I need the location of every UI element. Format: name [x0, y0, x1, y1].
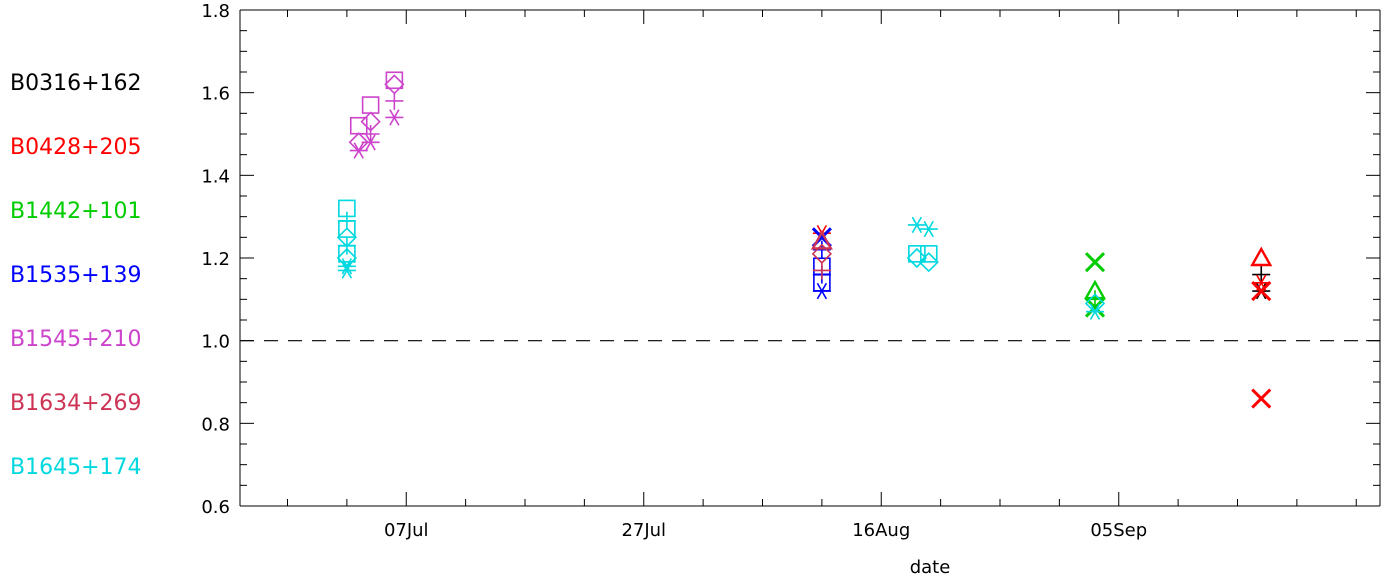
data-point — [1251, 388, 1272, 409]
data-point — [385, 91, 404, 110]
legend-entry: B1535+139 — [10, 263, 142, 288]
data-point — [361, 96, 380, 114]
asterisk-arm — [911, 216, 923, 234]
triangle-mark — [1250, 246, 1273, 267]
square-mark — [361, 96, 380, 114]
legend-entry: B1545+210 — [10, 327, 142, 352]
data-point — [349, 116, 368, 135]
data-point — [812, 282, 831, 300]
diamond-mark — [906, 247, 928, 269]
x-mark-b — [1084, 297, 1106, 318]
data-point — [918, 252, 939, 273]
data-point — [1251, 281, 1272, 302]
data-point — [337, 258, 356, 275]
data-point — [810, 230, 833, 250]
square-mark — [349, 116, 368, 135]
plot-marks — [336, 71, 1273, 409]
asterisk-arm — [389, 109, 400, 126]
data-point — [360, 111, 381, 132]
x-mark-b — [1251, 388, 1272, 409]
data-point — [385, 71, 404, 90]
data-point — [908, 245, 926, 263]
square-mark — [338, 245, 356, 263]
asterisk-arm — [365, 134, 376, 151]
square-mark — [908, 245, 926, 263]
asterisk-arm — [923, 220, 934, 238]
data-point — [907, 216, 926, 234]
plot-axes: 0.6 0.8 1.0 1.2 1.4 1.6 1.8 07Jul 27Jul 16Aug 05Se… — [201, 1, 1381, 578]
square-mark — [385, 71, 404, 90]
x-mark-b — [1251, 281, 1272, 302]
diamond-mark — [918, 252, 939, 273]
data-point — [1250, 246, 1273, 267]
x-axis-label: date — [910, 557, 951, 578]
data-point — [361, 134, 380, 151]
data-point — [338, 245, 356, 263]
data-point — [1084, 297, 1106, 318]
y-tick-label: 1.0 — [201, 332, 230, 353]
data-point — [337, 262, 356, 279]
legend-entry: B1645+174 — [10, 455, 142, 480]
data-point — [1086, 290, 1104, 309]
asterisk-arm — [341, 262, 353, 279]
y-tick-label: 1.8 — [201, 1, 230, 22]
data-point — [919, 220, 938, 238]
data-point — [361, 125, 380, 143]
triangle-mark — [810, 230, 833, 250]
x-tick-label: 16Aug — [852, 520, 910, 541]
legend-entry: B1442+101 — [10, 199, 142, 224]
y-tick-label: 1.2 — [201, 249, 230, 270]
y-tick-label: 0.8 — [201, 414, 230, 435]
y-tick-label: 1.4 — [201, 166, 230, 187]
data-point — [1252, 265, 1271, 284]
data-point — [349, 142, 368, 159]
y-tick-label: 1.6 — [201, 84, 230, 105]
data-point — [1084, 252, 1106, 273]
x-mark-b — [1084, 252, 1106, 273]
asterisk-arm — [816, 282, 828, 300]
x-tick-label: 27Jul — [621, 520, 666, 541]
legend: B0316+162 B0428+205 B1442+101 B1535+139 B154… — [10, 71, 142, 480]
data-point — [384, 74, 405, 95]
legend-entry: B0428+205 — [10, 135, 142, 160]
asterisk-arm — [341, 258, 353, 275]
diamond-mark — [384, 74, 405, 95]
legend-entry: B1634+269 — [10, 391, 142, 416]
data-point — [1084, 293, 1106, 314]
data-point — [906, 247, 928, 269]
asterisk-arm — [353, 142, 364, 159]
y-tick-label: 0.6 — [201, 497, 230, 518]
x-tick-label: 05Sep — [1090, 520, 1147, 541]
data-point — [812, 261, 831, 280]
data-point — [385, 109, 404, 126]
legend-entry: B0316+162 — [10, 71, 142, 96]
x-tick-label: 07Jul — [384, 520, 429, 541]
data-point — [812, 240, 831, 259]
diamond-mark — [360, 111, 381, 132]
diamond-mark — [1084, 293, 1106, 314]
